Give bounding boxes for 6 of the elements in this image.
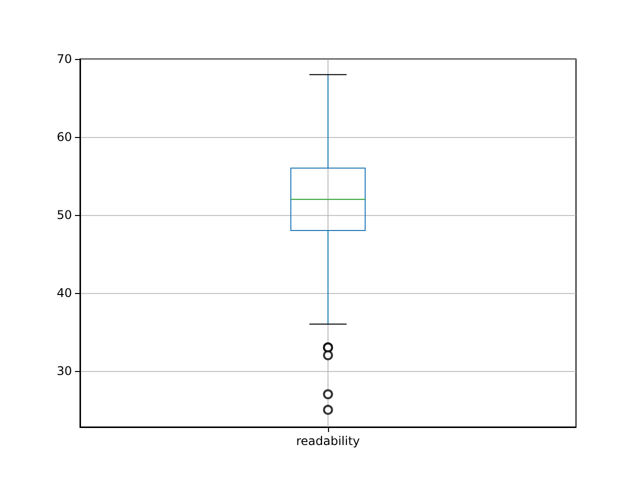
x-tick-label: readability bbox=[296, 434, 360, 448]
y-tick-label: 70 bbox=[56, 52, 72, 66]
y-tick-label: 40 bbox=[56, 286, 72, 300]
y-tick-label: 30 bbox=[56, 364, 72, 378]
y-tick-label: 50 bbox=[56, 208, 72, 222]
y-tick-label: 60 bbox=[56, 130, 72, 144]
